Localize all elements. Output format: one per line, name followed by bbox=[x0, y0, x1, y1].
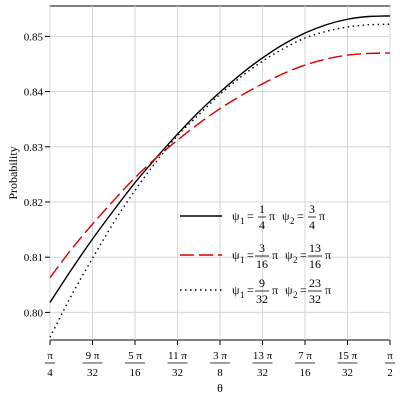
legend-numerator: 1 bbox=[259, 202, 265, 216]
y-tick-label: 0.80 bbox=[24, 307, 44, 319]
y-tick-label: 0.81 bbox=[24, 252, 43, 264]
legend-numerator: 3 bbox=[259, 241, 265, 255]
legend-psi-subscript: 1 bbox=[240, 290, 245, 300]
legend-pi: π bbox=[269, 209, 275, 223]
y-axis-title: Probability bbox=[6, 146, 20, 199]
y-tick-label: 0.85 bbox=[24, 31, 44, 43]
legend-pi: π bbox=[325, 248, 331, 262]
x-tick-numerator: 9 π bbox=[86, 350, 100, 362]
legend-psi-subscript: 1 bbox=[240, 216, 245, 226]
x-tick-numerator: π bbox=[47, 350, 53, 362]
legend-psi-subscript: 2 bbox=[293, 290, 298, 300]
legend-psi: ψ bbox=[232, 209, 240, 223]
legend-denominator: 32 bbox=[309, 292, 321, 306]
x-tick-denominator: 16 bbox=[130, 367, 142, 379]
legend-psi: ψ bbox=[232, 248, 240, 262]
x-tick-numerator: π bbox=[387, 350, 393, 362]
series-layer bbox=[49, 15, 391, 338]
y-tick-label: 0.84 bbox=[24, 87, 44, 99]
legend-equals: = bbox=[247, 283, 254, 297]
y-tick-label: 0.82 bbox=[24, 197, 43, 209]
x-tick-numerator: 15 π bbox=[338, 350, 358, 362]
legend-pi: π bbox=[272, 283, 278, 297]
legend-psi: ψ bbox=[285, 248, 293, 262]
legend-denominator: 4 bbox=[259, 218, 265, 232]
x-tick-numerator: 13 π bbox=[253, 350, 273, 362]
x-tick-denominator: 8 bbox=[217, 367, 223, 379]
x-tick-denominator: 32 bbox=[87, 367, 98, 379]
x-tick-denominator: 16 bbox=[300, 367, 312, 379]
legend-denominator: 16 bbox=[256, 257, 268, 271]
legend-numerator: 3 bbox=[309, 202, 315, 216]
legend-psi-subscript: 2 bbox=[290, 216, 295, 226]
legend-denominator: 4 bbox=[309, 218, 315, 232]
legend-entry-1: ψ 1 = 14π ψ 2 = 34π bbox=[180, 202, 325, 232]
y-tick-label: 0.83 bbox=[24, 142, 44, 154]
legend-numerator: 23 bbox=[309, 276, 321, 290]
legend-psi: ψ bbox=[232, 283, 240, 297]
x-tick-numerator: 3 π bbox=[213, 350, 227, 362]
legend-numerator: 9 bbox=[259, 276, 265, 290]
x-tick-numerator: 7 π bbox=[298, 350, 312, 362]
legend-denominator: 32 bbox=[256, 292, 268, 306]
legend-pi: π bbox=[272, 248, 278, 262]
legend-equals: = bbox=[247, 248, 254, 262]
legend-numerator: 13 bbox=[309, 241, 321, 255]
legend-equals: = bbox=[247, 209, 254, 223]
x-tick-numerator: 5 π bbox=[128, 350, 142, 362]
x-tick-denominator: 4 bbox=[47, 367, 53, 379]
x-tick-denominator: 32 bbox=[172, 367, 183, 379]
legend-denominator: 16 bbox=[309, 257, 321, 271]
series-line-1 bbox=[49, 15, 391, 303]
legend-equals: = bbox=[300, 248, 307, 262]
legend-psi: ψ bbox=[282, 209, 290, 223]
x-axis-title: θ bbox=[217, 381, 223, 395]
legend-equals: = bbox=[297, 209, 304, 223]
x-tick-denominator: 2 bbox=[387, 367, 393, 379]
legend-equals: = bbox=[300, 283, 307, 297]
x-tick-numerator: 11 π bbox=[168, 350, 187, 362]
legend-pi: π bbox=[325, 283, 331, 297]
legend-psi-subscript: 2 bbox=[293, 255, 298, 265]
grid-layer bbox=[49, 6, 391, 340]
x-tick-denominator: 32 bbox=[257, 367, 268, 379]
legend-psi-subscript: 1 bbox=[240, 255, 245, 265]
legend-psi: ψ bbox=[285, 283, 293, 297]
series-line-2 bbox=[49, 52, 391, 279]
x-tick-denominator: 32 bbox=[342, 367, 353, 379]
legend-pi: π bbox=[319, 209, 325, 223]
